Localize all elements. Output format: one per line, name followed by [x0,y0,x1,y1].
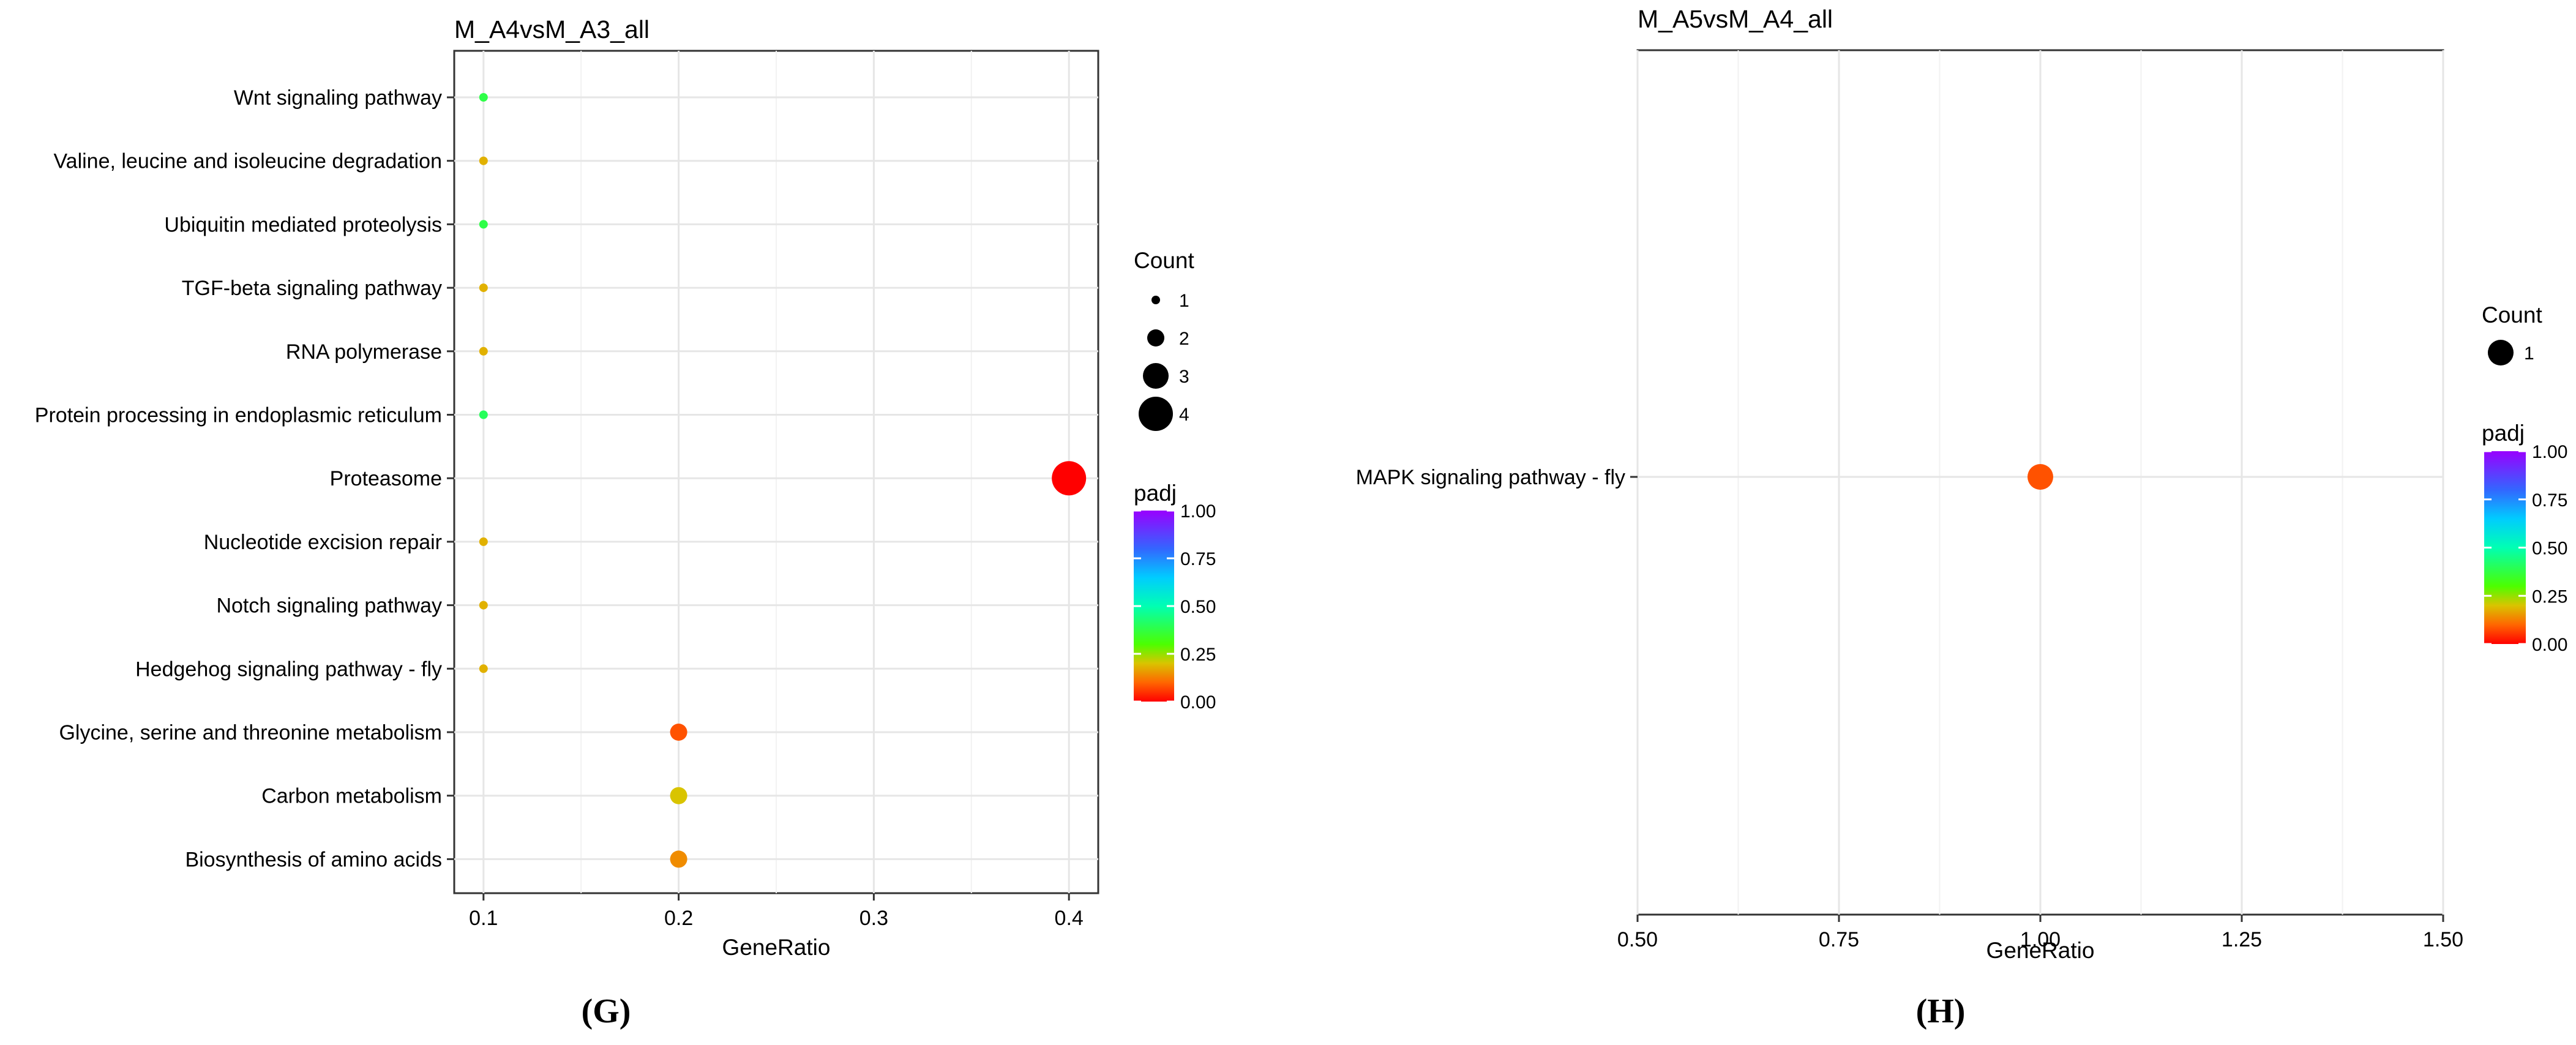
data-point [479,664,488,673]
y-tick-label: Glycine, serine and threonine metabolism [59,721,442,744]
size-legend-label: 3 [1179,367,1189,387]
panel-h-points [2027,464,2053,490]
data-point [479,283,488,293]
panel-h-x-axis-title: GeneRatio [1986,938,2095,963]
x-tick-label: 1.50 [2423,928,2463,951]
x-tick-label: 0.50 [1617,928,1658,951]
colorbar-tick-label: 0.25 [2532,586,2567,607]
y-tick-label: Proteasome [330,467,442,490]
panel-h-y-axis: MAPK signaling pathway - fly [1356,466,1638,489]
data-point [479,156,488,165]
colorbar-tick-label: 0.75 [2532,490,2567,511]
data-point [479,93,488,102]
size-legend-key [2488,340,2514,365]
y-tick-label: Protein processing in endoplasmic reticu… [35,404,442,427]
y-tick-label: MAPK signaling pathway - fly [1356,466,1625,489]
panel-h-legend-count-title: Count [2482,302,2542,328]
panel-g-x-axis: 0.1 0.2 0.3 0.4 [469,893,1084,930]
y-tick-label: RNA polymerase [286,340,442,364]
panel-g-points [479,93,1087,868]
panel-h-legend: Count 1 padj 0.00 0.25 0.50 0.75 1.00 [2482,302,2567,655]
size-legend-label: 4 [1179,405,1189,425]
panel-g-gridlines [454,51,1098,893]
y-tick-label: Biosynthesis of amino acids [185,848,442,871]
panel-h-legend-padj-title: padj [2482,421,2525,446]
x-tick-label: 0.75 [1819,928,1859,951]
colorbar-tick-label: 1.00 [2532,442,2567,462]
colorbar-tick-label: 1.00 [1180,501,1216,522]
panel-g: M_A4vsM_A3_all Wnt signaling pathway Vali… [35,15,1216,1030]
panel-g-legend: Count 1 2 3 4 padj 0.00 0.25 0.50 0.75 1.00 [1134,248,1216,713]
y-tick-label: Hedgehog signaling pathway - fly [135,657,442,681]
x-tick-label: 1.00 [2020,928,2061,951]
data-point [1052,461,1087,496]
panel-h-colorbar-ticks: 0.00 0.25 0.50 0.75 1.00 [2484,442,2567,655]
panel-g-x-axis-title: GeneRatio [722,935,831,960]
colorbar-tick-label: 0.00 [2532,635,2567,655]
colorbar-tick-label: 0.75 [1180,549,1216,569]
y-tick-label: Valine, leucine and isoleucine degradati… [54,150,443,173]
x-tick-label: 0.4 [1055,907,1084,930]
data-point [479,220,488,229]
size-legend-key [1147,329,1164,346]
data-point [670,787,687,804]
size-legend-label: 2 [1179,329,1189,349]
data-point [479,601,488,610]
size-legend-label: 1 [2524,343,2534,364]
y-tick-label: Wnt signaling pathway [234,86,442,110]
colorbar-tick-label: 0.50 [1180,597,1216,617]
x-tick-label: 0.2 [664,907,693,930]
data-point [479,410,488,419]
size-legend-key [1139,397,1173,431]
size-legend-label: 1 [1179,291,1189,311]
data-point [670,850,687,868]
size-legend-key [1143,363,1169,389]
colorbar-tick-label: 0.25 [1180,645,1216,665]
panel-g-title: M_A4vsM_A3_all [454,15,650,43]
panel-g-y-axis: Wnt signaling pathway Valine, leucine and… [35,86,454,871]
size-legend-key [1151,296,1160,304]
panel-g-legend-padj-title: padj [1134,481,1177,506]
y-tick-label: Ubiquitin mediated proteolysis [164,213,442,236]
panel-g-size-legend: 1 2 3 4 [1139,291,1189,431]
panel-h-gridlines [1636,50,2444,915]
y-tick-label: Nucleotide excision repair [204,531,442,554]
x-tick-label: 0.3 [859,907,888,930]
y-tick-label: Notch signaling pathway [216,594,442,618]
panel-h-label: (H) [1916,992,1966,1030]
panel-h-x-axis: 0.50 0.75 1.00 1.25 1.50 [1617,915,2463,951]
y-tick-label: TGF-beta signaling pathway [182,277,442,300]
data-point [479,537,488,546]
x-tick-label: 1.25 [2222,928,2262,951]
panel-h: M_A5vsM_A4_all MAPK signaling pathway - … [1356,5,2568,1030]
x-tick-label: 0.1 [469,907,498,930]
panel-g-legend-count-title: Count [1134,248,1194,273]
panel-h-size-legend: 1 [2488,340,2534,365]
panel-g-colorbar-ticks: 0.00 0.25 0.50 0.75 1.00 [1134,501,1216,713]
data-point [2027,464,2053,490]
data-point [670,724,687,741]
colorbar-tick-label: 0.00 [1180,692,1216,713]
panel-g-label: (G) [582,992,631,1030]
data-point [479,346,488,356]
colorbar-tick-label: 0.50 [2532,539,2567,559]
y-tick-label: Carbon metabolism [261,785,442,808]
panel-h-title: M_A5vsM_A4_all [1638,5,1833,33]
